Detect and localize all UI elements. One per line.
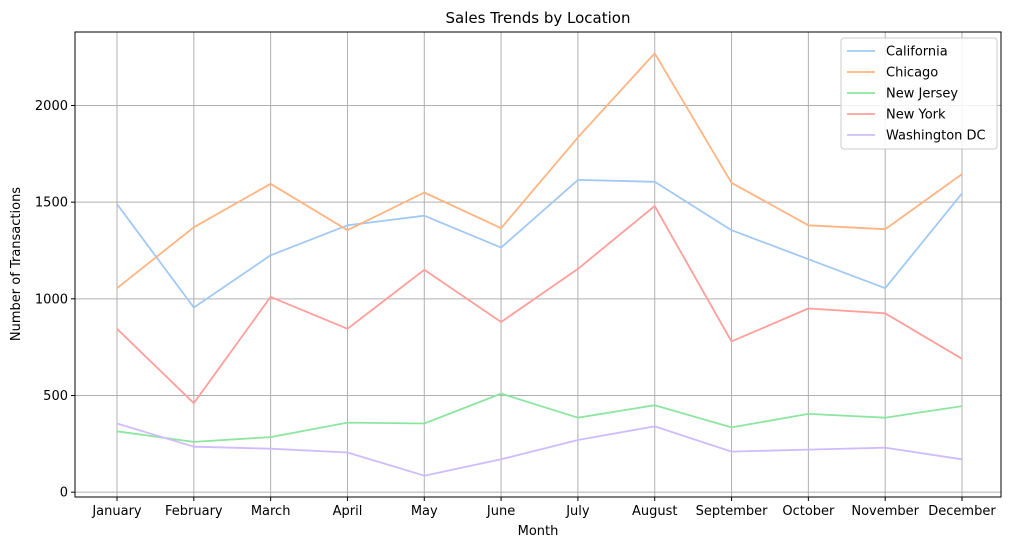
x-tick-label: January <box>91 504 142 519</box>
x-axis-label: Month <box>518 524 559 539</box>
legend-label-new-jersey: New Jersey <box>886 87 958 102</box>
plot-frame <box>74 31 1002 498</box>
legend-label-chicago: Chicago <box>886 66 938 81</box>
x-tick-label: June <box>486 504 515 519</box>
y-tick-label: 500 <box>43 389 68 404</box>
legend-label-washington-dc: Washington DC <box>886 129 986 144</box>
x-tick-label: September <box>696 504 769 519</box>
x-tick-label: March <box>251 504 291 519</box>
y-tick-label: 2000 <box>35 99 68 114</box>
y-axis-label: Number of Transactions <box>9 187 24 341</box>
x-tick-label: October <box>782 504 835 519</box>
legend-box <box>840 37 998 150</box>
series-line-new-york <box>116 205 963 405</box>
series-lines <box>116 52 963 477</box>
x-tick-label: November <box>851 504 919 519</box>
x-tick-label: February <box>165 504 223 519</box>
y-tick-label: 0 <box>60 486 68 501</box>
x-tick-label: April <box>333 504 363 519</box>
chart-title: Sales Trends by Location <box>446 9 631 27</box>
x-tick-label: August <box>632 504 678 519</box>
y-tick-label: 1500 <box>35 196 68 211</box>
legend: California Chicago New Jersey New York Washi… <box>840 37 998 150</box>
x-tick-label: December <box>928 504 996 519</box>
x-axis-ticks: January February March April May June July Augu… <box>91 497 996 519</box>
series-line-california <box>116 178 963 309</box>
y-tick-label: 1000 <box>35 292 68 307</box>
legend-label-new-york: New York <box>886 108 946 123</box>
series-line-chicago <box>116 52 963 289</box>
x-tick-label: May <box>411 504 438 519</box>
series-line-washington-dc <box>116 422 963 477</box>
legend-label-california: California <box>886 45 948 60</box>
series-line-new-jersey <box>116 392 963 443</box>
x-tick-label: July <box>565 504 590 519</box>
y-axis-ticks: 0 500 1000 1500 2000 <box>35 99 75 501</box>
